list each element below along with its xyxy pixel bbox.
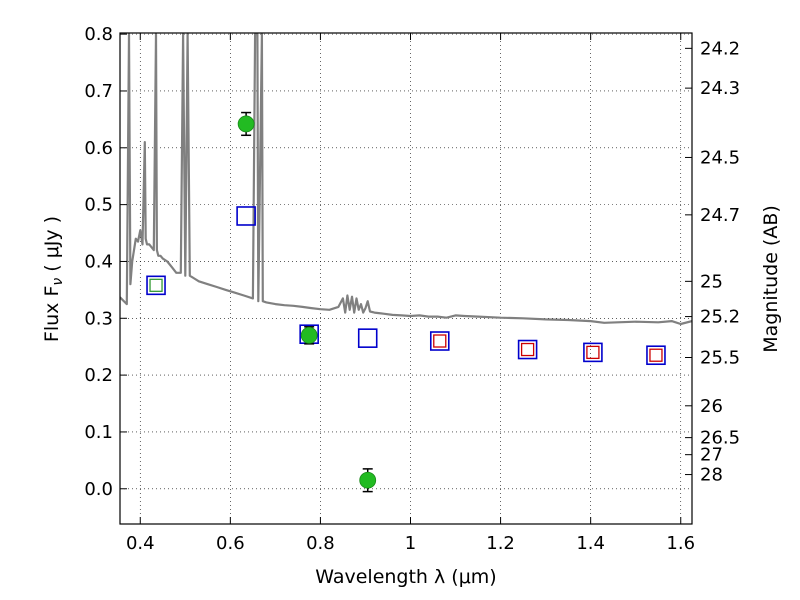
photometry-square <box>357 328 378 348</box>
y-tick-label: 0.4 <box>84 251 113 272</box>
model-square <box>149 278 163 292</box>
y2-axis-label-group: Magnitude (AB) <box>760 205 782 353</box>
photometry-square <box>236 206 256 226</box>
y2-tick-label: 24.2 <box>700 38 740 59</box>
y-tick-label: 0.3 <box>84 308 113 329</box>
plot-frame <box>119 32 693 525</box>
observed-point <box>300 326 318 344</box>
model-square <box>649 348 663 362</box>
model-square <box>586 345 600 360</box>
photometry-square <box>146 275 166 296</box>
observed-point <box>359 471 377 489</box>
x-tick-label: 0.6 <box>216 533 245 554</box>
y2-tick-label: 25.2 <box>700 307 740 328</box>
observed-point <box>237 115 255 133</box>
y2-tick-label: 24.5 <box>700 147 740 168</box>
model-square <box>520 342 535 357</box>
y2-axis-label: Magnitude (AB) <box>760 205 782 353</box>
x-tick-label: 0.4 <box>126 533 155 554</box>
y2-tick-label: 26 <box>700 396 723 417</box>
x-tick-label: 1.2 <box>486 533 515 554</box>
y2-tick-label: 25.5 <box>700 347 740 368</box>
model-square <box>433 334 447 348</box>
y-tick-label: 0.1 <box>84 422 113 443</box>
grid-lines <box>120 33 692 524</box>
photometry-square <box>517 339 538 360</box>
y-tick-label: 0.7 <box>84 81 113 102</box>
axes: 0.4 0.6 0.8 1 1.2 1.4 1.6 0.0 0.1 0.2 0.3 0.4 0.5 0.6… <box>84 24 740 554</box>
photometry-square <box>583 342 603 363</box>
y-tick-label: 0.5 <box>84 195 113 216</box>
plot-area <box>120 33 692 493</box>
y2-tick-label: 26.5 <box>700 428 740 449</box>
x-axis-label: Wavelength λ (μm) <box>315 566 496 588</box>
y2-tick-label: 27 <box>700 445 723 466</box>
spectrum-line <box>120 33 692 326</box>
y-tick-label: 0.6 <box>84 138 113 159</box>
x-tick-label: 1.4 <box>576 533 605 554</box>
y-axis-label-group: Flux Fν ( μJy ) <box>41 216 66 342</box>
y-axis-label: Flux Fν ( μJy ) <box>41 216 66 342</box>
y2-tick-label: 24.3 <box>700 78 740 99</box>
y-tick-label: 0.0 <box>84 479 113 500</box>
y-tick-label: 0.8 <box>84 24 113 45</box>
y2-tick-label: 28 <box>700 465 723 486</box>
y2-tick-label: 24.7 <box>700 205 740 226</box>
photometry-square <box>429 331 450 351</box>
photometry-square <box>646 345 666 366</box>
x-tick-label: 0.8 <box>306 533 335 554</box>
x-tick-label: 1 <box>405 533 416 554</box>
x-tick-label: 1.6 <box>666 533 695 554</box>
y2-tick-label: 25 <box>700 271 723 292</box>
y-tick-label: 0.2 <box>84 365 113 386</box>
